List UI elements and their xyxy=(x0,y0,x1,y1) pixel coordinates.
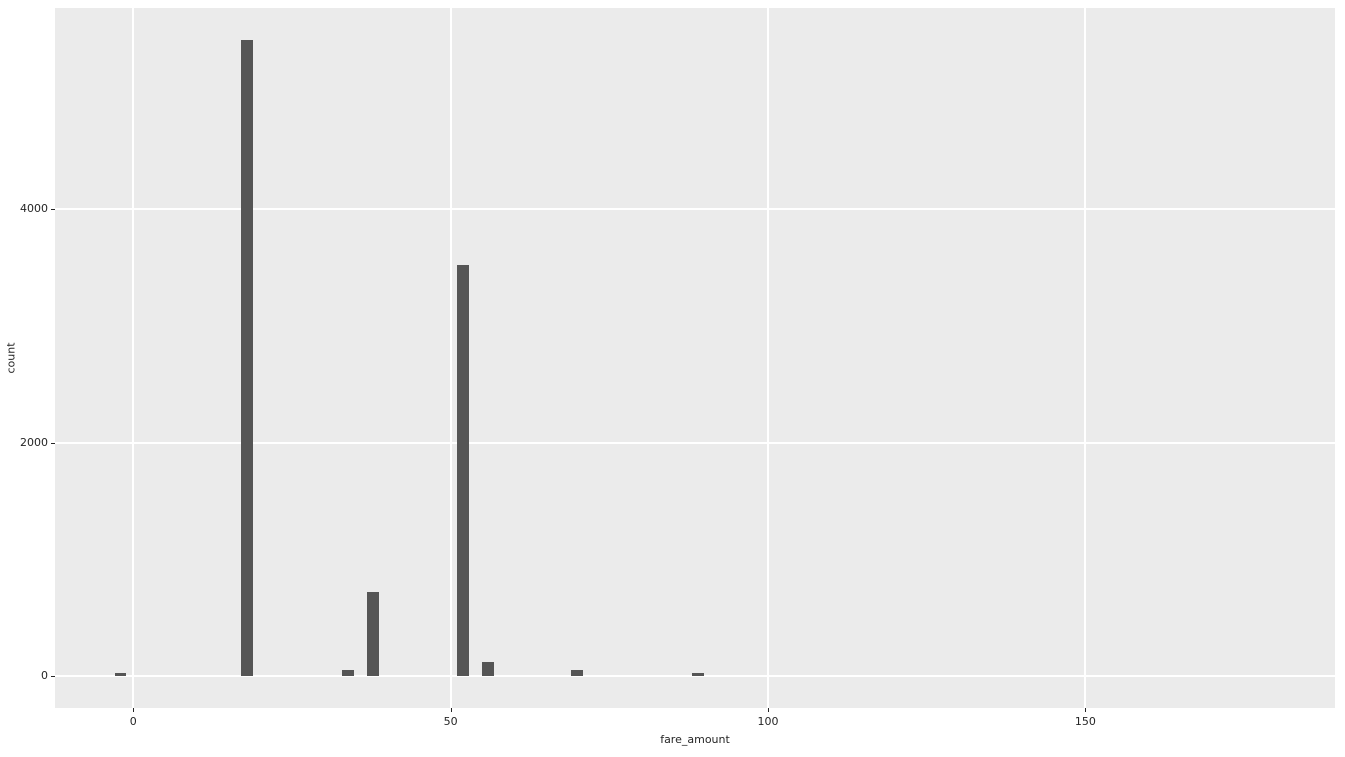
histogram-bar xyxy=(115,673,127,676)
x-tick-label: 100 xyxy=(758,715,779,728)
y-tick-mark xyxy=(51,443,55,444)
x-tick-label: 50 xyxy=(444,715,458,728)
y-tick-label: 4000 xyxy=(20,202,48,215)
y-tick-label: 2000 xyxy=(20,436,48,449)
gridline-vertical xyxy=(767,8,769,708)
y-axis-label: count xyxy=(5,342,18,373)
y-tick-label: 0 xyxy=(41,669,48,682)
x-axis-label: fare_amount xyxy=(660,733,730,746)
histogram-bar xyxy=(457,265,469,676)
histogram-bar xyxy=(482,662,494,676)
histogram-bar xyxy=(692,673,704,677)
histogram-bar xyxy=(571,670,583,676)
x-tick-mark xyxy=(1085,708,1086,712)
histogram-bar xyxy=(367,592,379,676)
gridline-vertical xyxy=(132,8,134,708)
plot-panel xyxy=(55,8,1335,708)
x-tick-label: 0 xyxy=(130,715,137,728)
chart-figure: fare_amount count 0 2000 4000 0 50 100 150 xyxy=(0,0,1345,757)
y-tick-mark xyxy=(51,209,55,210)
histogram-bar xyxy=(241,40,253,677)
x-tick-mark xyxy=(133,708,134,712)
histogram-bar xyxy=(342,670,354,676)
gridline-vertical xyxy=(1084,8,1086,708)
x-tick-mark xyxy=(768,708,769,712)
y-tick-mark xyxy=(51,676,55,677)
x-tick-label: 150 xyxy=(1075,715,1096,728)
x-tick-mark xyxy=(451,708,452,712)
gridline-vertical xyxy=(450,8,452,708)
